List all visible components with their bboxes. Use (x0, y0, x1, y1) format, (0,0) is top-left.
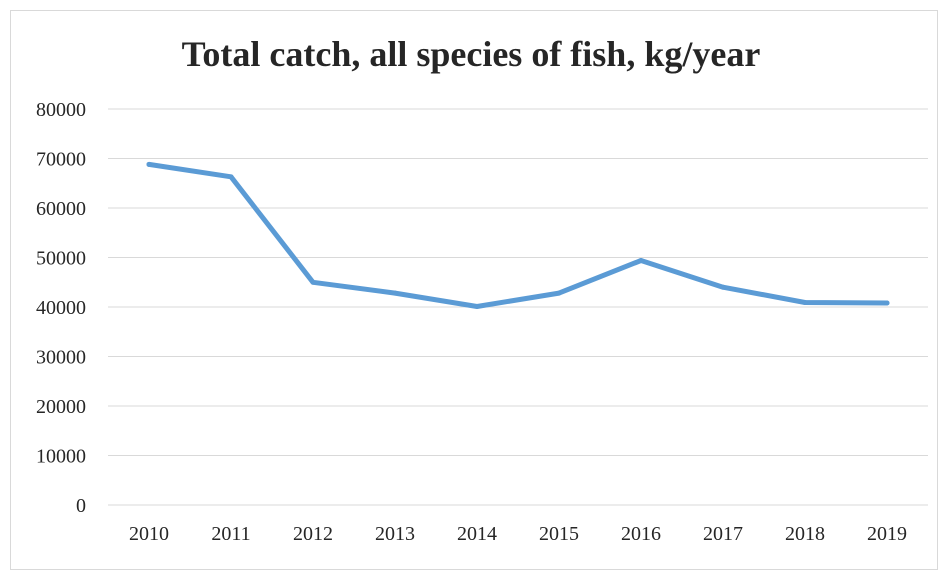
y-tick-label: 70000 (36, 149, 86, 171)
y-tick-label: 60000 (36, 198, 86, 220)
y-tick-label: 80000 (36, 99, 86, 121)
y-tick-label: 20000 (36, 396, 86, 418)
series-layer (146, 161, 890, 310)
x-tick-label: 2010 (129, 523, 169, 545)
x-tick-label: 2016 (621, 523, 661, 545)
y-tick-label: 10000 (36, 446, 86, 468)
data-point-2014 (474, 304, 480, 310)
data-point-2019 (884, 300, 890, 306)
series-line-0 (146, 161, 890, 309)
x-tick-label: 2015 (539, 523, 579, 545)
data-point-2015 (556, 290, 562, 296)
chart-title: Total catch, all species of fish, kg/yea… (181, 34, 761, 74)
x-tick-label: 2019 (867, 523, 907, 545)
y-tick-label: 40000 (36, 297, 86, 319)
data-point-2011 (228, 174, 234, 180)
line-chart: 0 10000 20000 30000 40000 50000 60000 70000 8000… (36, 99, 928, 545)
gridlines (108, 108, 928, 506)
x-axis-tick-labels: 2010 2011 2012 2013 2014 2015 2016 2017 2018 2019 (129, 523, 907, 545)
data-point-2017 (720, 284, 726, 290)
data-point-2016 (638, 257, 644, 263)
y-tick-label: 30000 (36, 347, 86, 369)
x-tick-label: 2017 (703, 523, 743, 545)
x-tick-label: 2018 (785, 523, 825, 545)
x-tick-label: 2011 (211, 523, 250, 545)
data-point-2013 (392, 290, 398, 296)
data-point-2012 (310, 279, 316, 285)
data-point-2010 (146, 161, 152, 167)
data-point-2018 (802, 300, 808, 306)
x-tick-label: 2013 (375, 523, 415, 545)
y-axis-tick-labels: 0 10000 20000 30000 40000 50000 60000 70000 8000… (36, 99, 86, 517)
x-tick-label: 2012 (293, 523, 333, 545)
y-tick-label: 50000 (36, 248, 86, 270)
y-tick-label: 0 (76, 495, 86, 517)
chart-frame (10, 10, 938, 570)
x-tick-label: 2014 (457, 523, 497, 545)
